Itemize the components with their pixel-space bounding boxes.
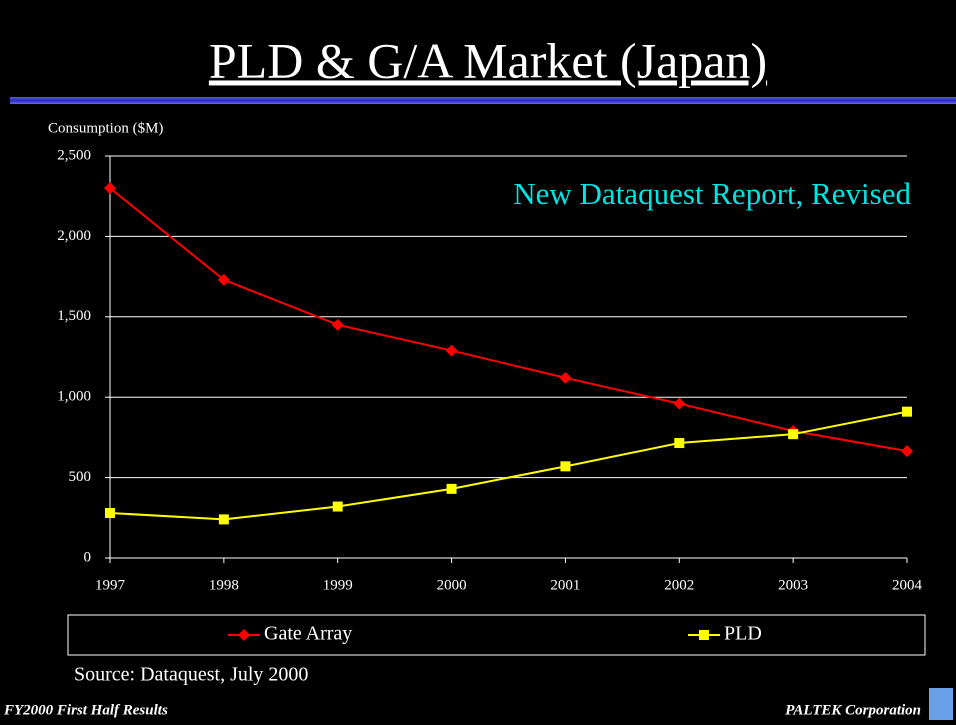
point xyxy=(901,445,913,458)
point xyxy=(902,406,912,417)
y-tick-label: 1,000 xyxy=(57,389,91,405)
series-line xyxy=(109,410,908,521)
footer-right: PALTEK Corporation xyxy=(785,702,921,718)
point xyxy=(218,514,229,525)
legend-label: PLD xyxy=(724,623,762,645)
y-tick-label: 0 xyxy=(84,549,92,565)
y-tick-label: 500 xyxy=(69,469,92,485)
title-band xyxy=(10,97,956,104)
point xyxy=(560,461,571,472)
point xyxy=(559,371,572,384)
point xyxy=(446,483,457,494)
x-tick-label: 2002 xyxy=(664,577,694,593)
legend-marker xyxy=(238,629,250,641)
y-tick-label: 2,000 xyxy=(57,228,91,244)
x-tick-label: 2003 xyxy=(778,577,808,593)
y-tick-label: 2,500 xyxy=(57,147,91,163)
x-tick-label: 1999 xyxy=(323,577,353,593)
x-tick-label: 1998 xyxy=(209,577,239,593)
x-tick-label: 2004 xyxy=(892,577,923,593)
point xyxy=(445,344,458,357)
x-tick-label: 2001 xyxy=(550,577,580,593)
point xyxy=(673,397,686,410)
y-axis-label: Consumption ($M) xyxy=(48,120,163,136)
x-tick-label: 2000 xyxy=(437,577,467,593)
legend-marker xyxy=(699,630,709,640)
point xyxy=(105,507,115,518)
footer-left: FY2000 First Half Results xyxy=(3,702,168,718)
x-tick-label: 1997 xyxy=(95,577,126,593)
y-tick-label: 1,500 xyxy=(57,308,91,324)
point xyxy=(104,182,116,195)
annotation: New Dataquest Report, Revised xyxy=(513,176,911,211)
point xyxy=(788,429,799,440)
legend-box xyxy=(67,614,926,656)
slide-title: PLD & G/A Market (Japan) xyxy=(209,32,767,88)
series-line xyxy=(109,187,908,453)
logo xyxy=(929,688,953,720)
point xyxy=(331,318,344,331)
point xyxy=(674,438,685,449)
point xyxy=(332,501,343,512)
legend-label: Gate Array xyxy=(264,623,352,645)
point xyxy=(217,273,230,286)
source: Source: Dataquest, July 2000 xyxy=(74,664,308,686)
